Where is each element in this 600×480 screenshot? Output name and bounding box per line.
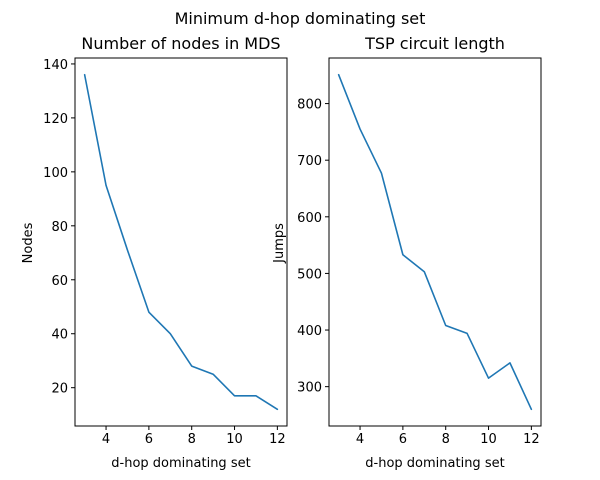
- x-tick-label-mds-nodes-2: 8: [188, 432, 196, 447]
- series-line-mds-nodes-0: [83, 73, 279, 411]
- y-axis-label-mds-nodes: Nodes: [21, 222, 36, 263]
- series-group-tsp-length: [337, 73, 533, 411]
- y-tick-label-mds-nodes-0: 20: [51, 382, 68, 397]
- x-tick-label-tsp-length-2: 8: [442, 432, 450, 447]
- y-tick-label-mds-nodes-1: 40: [51, 328, 68, 343]
- y-tick-label-tsp-length-0: 300: [297, 381, 322, 396]
- plot-title-tsp-length: TSP circuit length: [364, 34, 505, 53]
- y-tick-label-mds-nodes-6: 140: [43, 58, 68, 73]
- figure-title: Minimum d-hop dominating set: [175, 9, 426, 28]
- y-tick-label-tsp-length-2: 500: [297, 267, 322, 282]
- y-tick-label-mds-nodes-3: 80: [51, 220, 68, 235]
- series-group-mds-nodes: [83, 73, 279, 411]
- tick-group-mds-nodes: 4 6 8 10 12 20 40 60 80 100 120 140: [43, 58, 285, 447]
- x-tick-label-mds-nodes-3: 10: [226, 432, 243, 447]
- x-axis-label-tsp-length: d-hop dominating set: [365, 456, 504, 471]
- y-tick-label-tsp-length-4: 700: [297, 154, 322, 169]
- y-axis-label-tsp-length: Jumps: [272, 223, 287, 264]
- plot-tsp-length: TSP circuit length d-hop dominating set …: [272, 34, 542, 471]
- y-tick-label-mds-nodes-4: 100: [43, 166, 68, 181]
- x-tick-label-mds-nodes-0: 4: [102, 432, 110, 447]
- plot-frame-mds-nodes: [74, 57, 288, 427]
- x-tick-label-tsp-length-4: 12: [523, 432, 540, 447]
- plot-mds-nodes: Number of nodes in MDS d-hop dominating …: [21, 34, 288, 471]
- y-tick-label-tsp-length-3: 600: [297, 211, 322, 226]
- plot-title-mds-nodes: Number of nodes in MDS: [81, 34, 280, 53]
- x-tick-label-tsp-length-0: 4: [356, 432, 364, 447]
- x-tick-label-mds-nodes-1: 6: [145, 432, 153, 447]
- x-tick-label-mds-nodes-4: 12: [269, 432, 286, 447]
- x-axis-label-mds-nodes: d-hop dominating set: [111, 456, 250, 471]
- y-tick-label-tsp-length-1: 400: [297, 324, 322, 339]
- y-tick-label-mds-nodes-5: 120: [43, 112, 68, 127]
- y-tick-label-tsp-length-5: 800: [297, 98, 322, 113]
- plot-frame-tsp-length: [328, 57, 542, 427]
- tick-group-tsp-length: 4 6 8 10 12 300 400 500 600 700 800: [297, 98, 539, 447]
- x-tick-label-tsp-length-1: 6: [399, 432, 407, 447]
- x-tick-label-tsp-length-3: 10: [480, 432, 497, 447]
- y-tick-label-mds-nodes-2: 60: [51, 274, 68, 289]
- series-line-tsp-length-0: [337, 73, 533, 411]
